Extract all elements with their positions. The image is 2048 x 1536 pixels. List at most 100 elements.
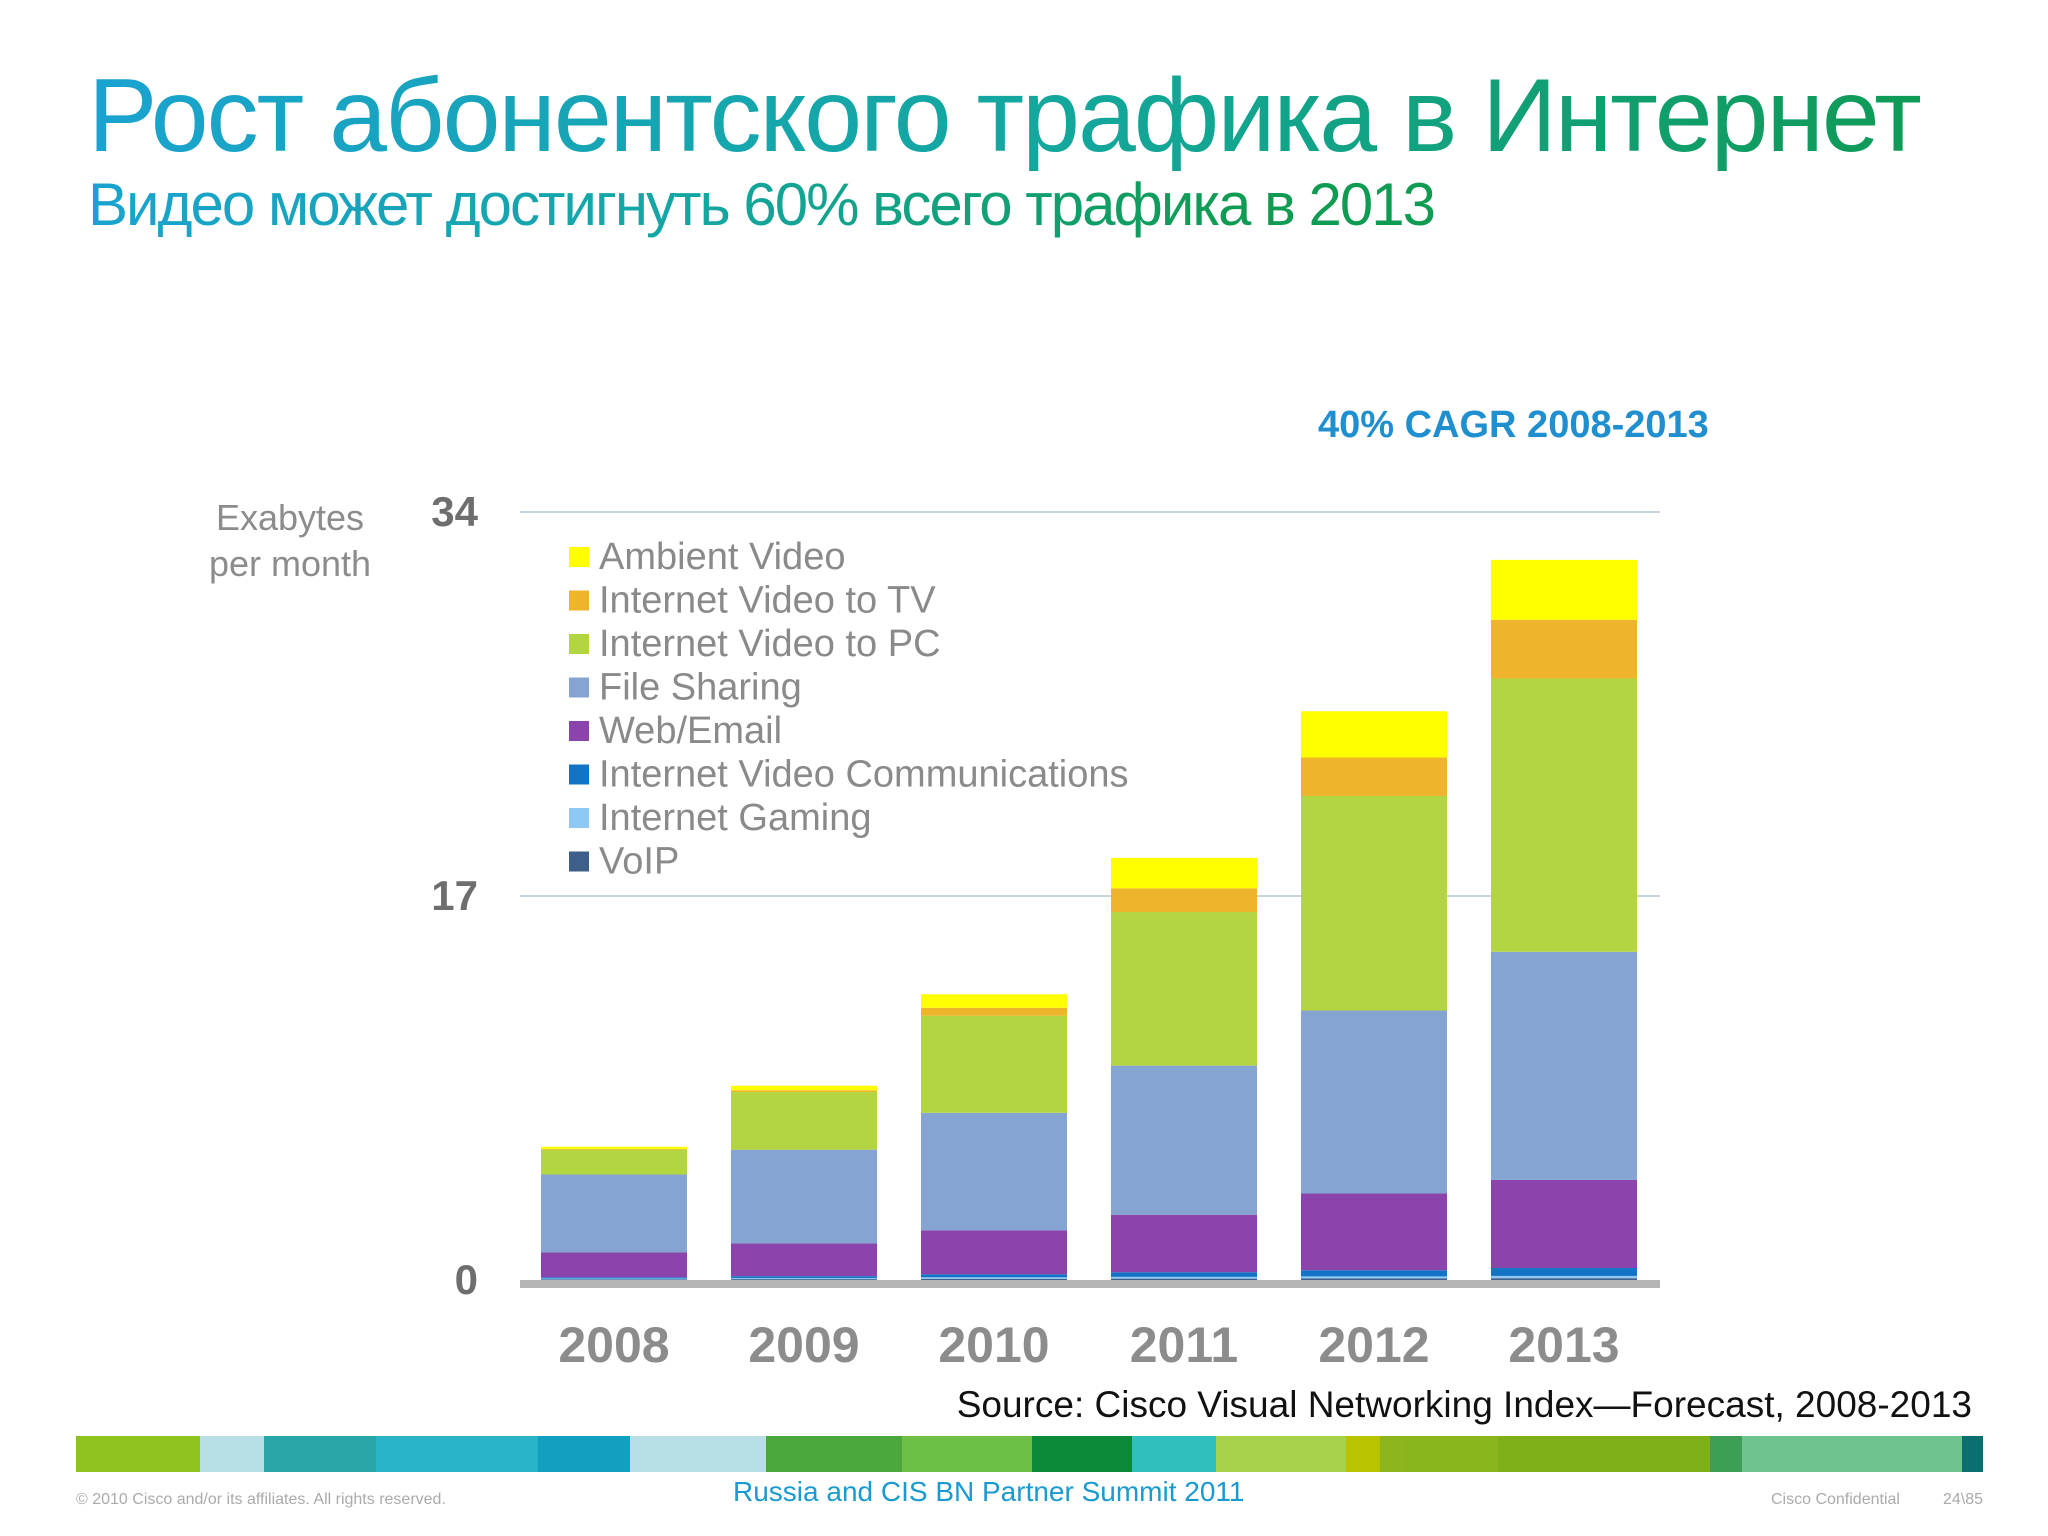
bar-2009-internet-gaming [731,1277,877,1280]
legend-label-web-email: Web/Email [599,710,782,752]
band-segment [1962,1436,1983,1472]
x-tick-2011: 2011 [1130,1317,1238,1373]
bar-2013-internet-video-to-tv [1491,619,1637,679]
legend-label-ambient-video: Ambient Video [599,536,845,578]
band-segment [538,1436,630,1472]
y-tick-17: 17 [431,872,478,919]
bar-2008-web-email [541,1252,687,1278]
legend-label-voip: VoIP [599,841,679,883]
bar-2010-internet-video-to-tv [921,1007,1067,1016]
bar-2012-voip [1301,1278,1447,1280]
legend-label-internet-video-communications: Internet Video Communications [599,754,1128,796]
y-axis-title-line-2: per month [209,543,371,584]
bar-2009-web-email [731,1243,877,1277]
bar-2013-web-email [1491,1179,1637,1269]
bar-2012-internet-video-communications [1301,1270,1447,1277]
band-segment [1742,1436,1962,1472]
bar-2011-ambient-video [1111,857,1257,889]
band-segment [200,1436,264,1472]
bar-2010-internet-gaming [921,1277,1067,1279]
legend-swatch-internet-video-to-pc [569,634,589,654]
chart-axis [520,1280,1660,1288]
chart-bars [541,559,1637,1280]
bar-2012-internet-gaming [1301,1276,1447,1279]
copyright-text: © 2010 Cisco and/or its affiliates. All … [76,1491,446,1508]
band-segment [1216,1436,1346,1472]
bar-2010-web-email [921,1230,1067,1275]
page-number: 24\85 [1943,1491,1984,1508]
y-tick-0: 0 [455,1256,478,1303]
bar-2008-internet-video-communications [541,1277,687,1279]
chart-gridlines [520,511,1660,897]
bar-2008-internet-video-to-pc [541,1149,687,1175]
bar-2010-file-sharing [921,1112,1067,1231]
y-axis-title: Exabytes per month [209,497,371,584]
legend-swatch-web-email [569,721,589,741]
bar-2012-file-sharing [1301,1010,1447,1194]
band-segment [264,1436,376,1472]
legend-label-internet-video-to-tv: Internet Video to TV [599,580,936,622]
x-tick-2009: 2009 [748,1317,859,1373]
bar-2013-file-sharing [1491,951,1637,1180]
band-segment [1032,1436,1132,1472]
bar-2009-internet-video-to-pc [731,1092,877,1150]
x-axis-line [520,1280,1660,1288]
bar-2008-file-sharing [541,1174,687,1253]
x-tick-2013: 2013 [1508,1317,1619,1373]
bar-2010-ambient-video [921,994,1067,1008]
band-segment [1132,1436,1216,1472]
bar-2010-internet-video-to-pc [921,1015,1067,1113]
bar-2013-internet-video-to-pc [1491,678,1637,952]
slide-subtitle: Видео может достигнуть 60% всего трафика… [88,171,1436,238]
legend-swatch-internet-video-to-tv [569,590,589,611]
bar-2012-web-email [1301,1193,1447,1271]
legend-label-internet-gaming: Internet Gaming [599,797,871,839]
bar-2012-internet-video-to-tv [1301,757,1447,796]
legend-swatch-internet-gaming [569,808,589,828]
x-tick-labels: 2008 2009 2010 2011 2012 2013 [558,1317,1619,1373]
band-segment [1346,1436,1380,1472]
confidential-label: Cisco Confidential [1771,1491,1900,1508]
bar-2011-internet-video-to-tv [1111,888,1257,913]
band-segment [766,1436,902,1472]
legend-swatch-voip [569,851,589,872]
slide-title: Рост абонентского трафика в Интернет [88,58,1922,174]
bar-2008-internet-gaming [541,1278,687,1280]
legend-label-file-sharing: File Sharing [599,667,802,709]
bar-2011-internet-video-communications [1111,1272,1257,1277]
bar-2009-internet-video-to-tv [731,1090,877,1093]
x-tick-2012: 2012 [1318,1317,1429,1373]
bar-2009-ambient-video [731,1085,877,1091]
bar-2009-internet-video-communications [731,1276,877,1278]
bar-2008-internet-video-to-tv [541,1148,687,1150]
y-axis-title-line-1: Exabytes [216,497,364,538]
y-tick-labels: 0 17 34 [431,488,478,1303]
bar-2011-file-sharing [1111,1065,1257,1215]
footer-color-band [76,1436,1983,1472]
band-segment [1498,1436,1710,1472]
bar-2008-ambient-video [541,1146,687,1149]
bar-2011-internet-gaming [1111,1276,1257,1279]
band-segment [1404,1436,1498,1472]
bar-2009-voip [731,1279,877,1280]
bar-2011-internet-video-to-pc [1111,912,1257,1066]
bar-2013-internet-gaming [1491,1275,1637,1279]
bar-2011-web-email [1111,1214,1257,1273]
bar-2012-internet-video-to-pc [1301,795,1447,1011]
bar-2009-file-sharing [731,1149,877,1244]
bar-2008-voip [541,1279,687,1280]
bar-2013-ambient-video [1491,559,1637,620]
bar-2013-voip [1491,1278,1637,1280]
legend-swatch-file-sharing [569,677,589,698]
band-segment [1380,1436,1404,1472]
y-axis-label: Exabytes per month [209,497,371,584]
band-segment [76,1436,200,1472]
band-segment [376,1436,538,1472]
bar-2011-voip [1111,1278,1257,1280]
cagr-annotation: 40% CAGR 2008-2013 [1318,404,1709,446]
bar-2010-voip [921,1278,1067,1280]
bar-2010-internet-video-communications [921,1274,1067,1278]
stacked-bar-chart: 0 17 34 2008 2009 2010 2011 2012 2013 Ambient V… [209,488,1660,1373]
bar-2012-ambient-video [1301,711,1447,758]
